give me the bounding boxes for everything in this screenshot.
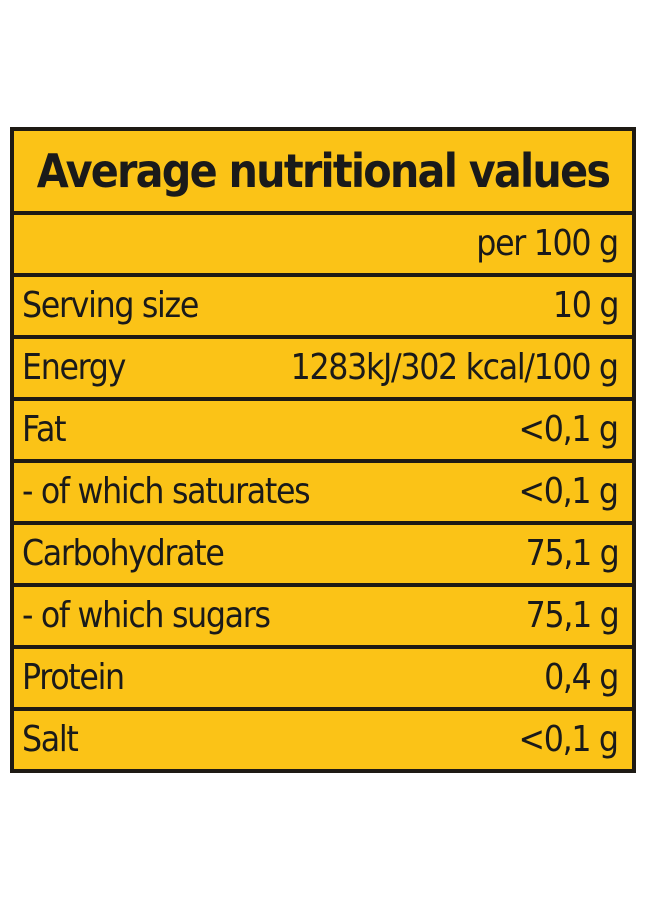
column-header-row: per 100 g [14,215,632,273]
nutrition-table: Average nutritional values per 100 g Ser… [10,127,636,773]
row-value: 75,1 g [525,533,619,574]
row-label: Serving size [22,285,199,326]
table-row-protein: Protein 0,4 g [14,649,632,707]
row-value: 0,4 g [544,657,619,698]
row-value: 10 g [552,285,620,326]
row-label: Protein [22,657,125,698]
table-row-saturates: - of which saturates <0,1 g [14,463,632,521]
row-value: <0,1 g [518,409,620,450]
table-row-sugars: - of which sugars 75,1 g [14,587,632,645]
table-row-fat: Fat <0,1 g [14,401,632,459]
table-row-carbohydrate: Carbohydrate 75,1 g [14,525,632,583]
row-label: Energy [22,347,126,388]
row-value: <0,1 g [518,719,620,760]
title-row: Average nutritional values [14,131,632,211]
table-row-serving-size: Serving size 10 g [14,277,632,335]
column-header: per 100 g [476,223,620,264]
table-row-energy: Energy 1283kJ/302 kcal/100 g [14,339,632,397]
row-value: 1283kJ/302 kcal/100 g [290,347,619,388]
row-label: - of which sugars [22,595,271,636]
row-value: <0,1 g [518,471,620,512]
row-label: - of which saturates [22,471,311,512]
row-label: Fat [22,409,67,450]
row-label: Carbohydrate [22,533,225,574]
row-label: Salt [22,719,79,760]
table-title: Average nutritional values [36,144,611,198]
table-row-salt: Salt <0,1 g [14,711,632,769]
row-value: 75,1 g [525,595,619,636]
